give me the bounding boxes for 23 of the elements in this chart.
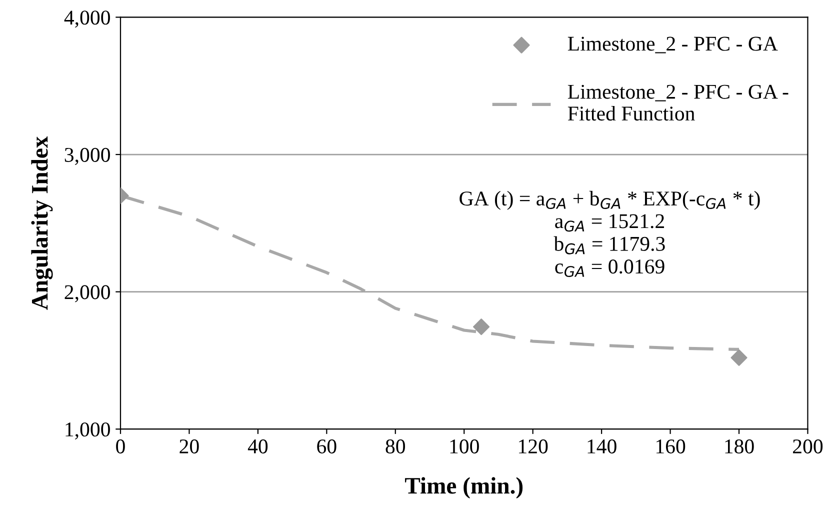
x-tick-label: 160 bbox=[656, 439, 686, 454]
x-tick-label: 40 bbox=[248, 439, 268, 454]
y-tick-label: 3,000 bbox=[64, 148, 110, 165]
annotation: a$_{GA}$ = 1521.2 bbox=[555, 214, 664, 232]
x-tick-label: 180 bbox=[725, 439, 754, 454]
x-tick-label: 140 bbox=[588, 439, 616, 454]
x-tick-label: 120 bbox=[519, 439, 548, 454]
legend-label: Limestone_2 - PFC - GA bbox=[568, 36, 778, 54]
y-tick-label: 4,000 bbox=[64, 10, 110, 28]
x-axis-title: Time (min.) bbox=[405, 477, 523, 499]
annotation: c$_{GA}$ = 0.0169 bbox=[555, 260, 664, 277]
y-axis-title: Angularity Index bbox=[31, 136, 53, 310]
x-tick-label: 0 bbox=[116, 439, 125, 454]
x-tick-label: 80 bbox=[386, 439, 406, 454]
y-tick-label: 2,000 bbox=[64, 285, 110, 302]
x-tick-label: 60 bbox=[317, 439, 336, 454]
x-tick-label: 100 bbox=[450, 439, 479, 454]
y-tick-label: 1,000 bbox=[66, 422, 110, 440]
x-tick-label: 20 bbox=[180, 439, 199, 454]
legend-label: Limestone_2 - PFC - GA - Fitted Function bbox=[568, 84, 788, 121]
x-tick-label: 200 bbox=[793, 439, 823, 454]
annotation: b$_{GA}$ = 1179.3 bbox=[554, 236, 665, 254]
annotation: GA (t) = a$_{GA}$ + b$_{GA}$ * EXP(-c$_{GA}$ * t) bbox=[460, 190, 760, 210]
